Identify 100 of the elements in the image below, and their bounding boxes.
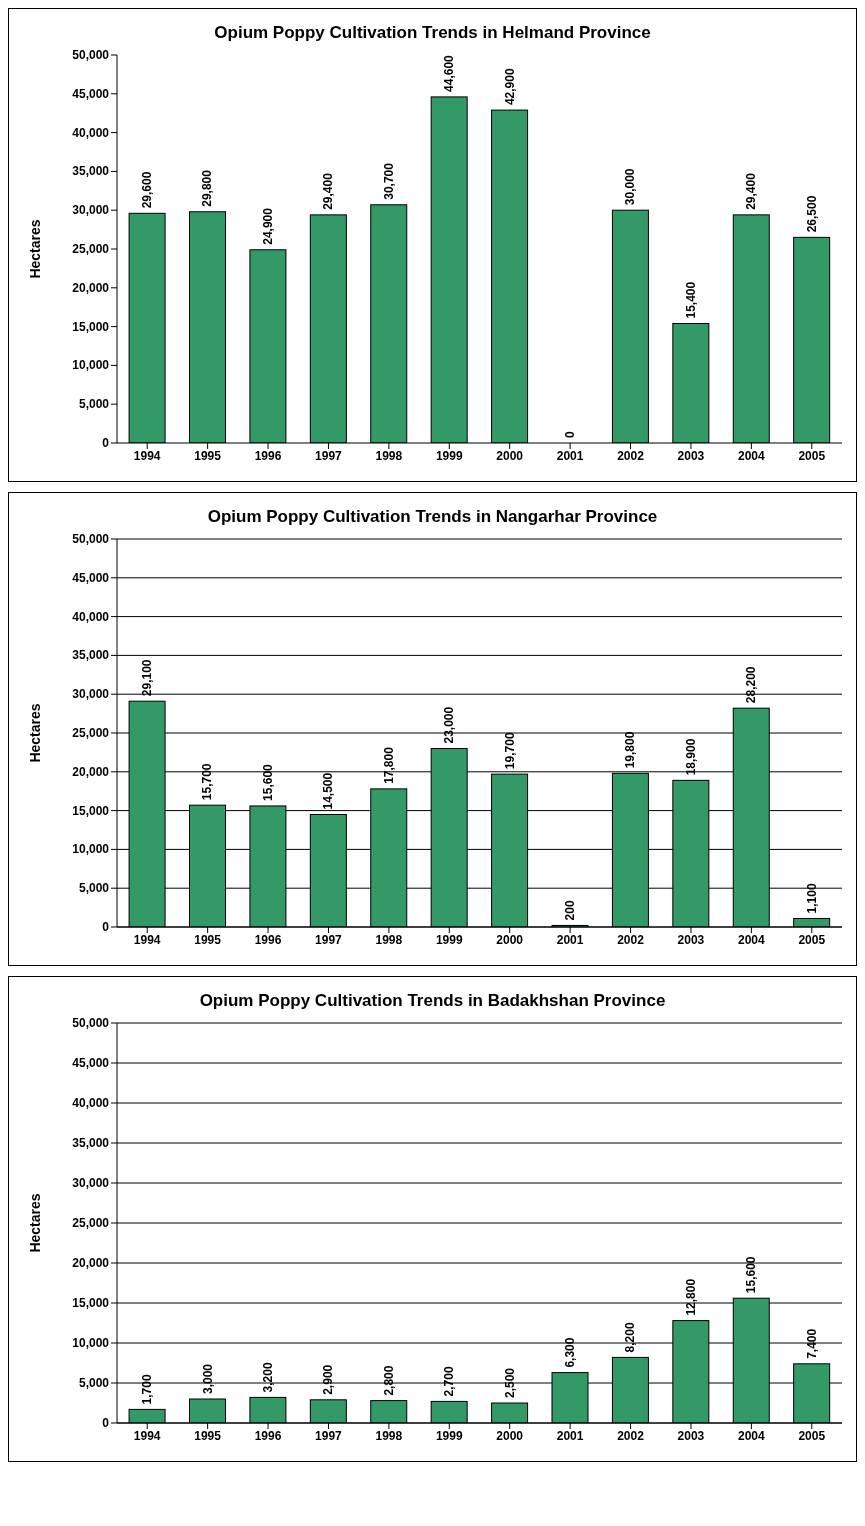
- y-axis-title: Hectares: [26, 703, 43, 763]
- chart-title: Opium Poppy Cultivation Trends in Nangarhar Province: [206, 506, 659, 527]
- y-axis-title: Hectares: [26, 1193, 43, 1253]
- x-tick-label: 1996: [254, 932, 282, 947]
- y-tick-label: 25,000: [72, 1216, 110, 1230]
- data-label: 23,000: [442, 706, 457, 744]
- data-label: 19,700: [502, 732, 517, 770]
- data-label: 3,000: [200, 1363, 215, 1394]
- chart-title: Opium Poppy Cultivation Trends in Badakhshan Province: [198, 990, 667, 1011]
- chart-title: Opium Poppy Cultivation Trends in Helmand Province: [213, 22, 652, 43]
- data-label: 24,900: [260, 207, 275, 245]
- y-tick-label: 15,000: [72, 319, 110, 334]
- data-label: 15,400: [683, 281, 698, 319]
- x-tick-label: 2005: [798, 448, 826, 463]
- y-tick-label: 40,000: [72, 1096, 110, 1110]
- x-tick-label: 2002: [617, 448, 645, 463]
- data-label: 7,400: [804, 1328, 819, 1359]
- x-tick-label: 2002: [617, 932, 645, 947]
- x-tick-label: 1998: [375, 448, 403, 463]
- x-tick-label: 2004: [738, 1428, 766, 1443]
- y-tick-label: 10,000: [72, 1336, 110, 1350]
- y-tick-label: 0: [102, 436, 110, 450]
- x-tick-label: 2002: [617, 1428, 645, 1443]
- data-label: 2,700: [442, 1366, 457, 1397]
- data-label: 12,800: [683, 1278, 698, 1316]
- data-label: 29,100: [140, 659, 155, 697]
- x-tick-label: 1999: [435, 1428, 463, 1443]
- y-tick-label: 5,000: [78, 881, 110, 896]
- data-label: 19,800: [623, 731, 638, 769]
- data-label: 15,700: [200, 763, 215, 801]
- y-tick-label: 0: [102, 920, 110, 934]
- y-tick-label: 30,000: [72, 687, 110, 702]
- data-label: 1,100: [804, 883, 819, 914]
- x-tick-label: 1998: [375, 1428, 403, 1443]
- data-label: 2,900: [321, 1364, 336, 1395]
- y-tick-label: 35,000: [72, 648, 110, 663]
- data-label: 15,600: [260, 763, 275, 801]
- x-tick-label: 2003: [677, 1428, 705, 1443]
- y-axis-title: Hectares: [26, 219, 43, 279]
- x-tick-label: 2001: [556, 448, 584, 463]
- x-tick-label: 1999: [435, 932, 463, 947]
- y-tick-label: 40,000: [72, 125, 110, 140]
- x-tick-label: 2004: [738, 932, 766, 947]
- data-label: 29,800: [200, 169, 215, 207]
- x-tick-label: 2001: [556, 1428, 584, 1443]
- y-tick-label: 50,000: [72, 532, 110, 546]
- data-label: 29,400: [321, 172, 336, 210]
- y-tick-label: 40,000: [72, 609, 110, 624]
- data-label: 1,700: [140, 1374, 155, 1405]
- x-tick-label: 1997: [315, 1428, 343, 1443]
- y-tick-label: 15,000: [72, 803, 110, 818]
- x-tick-label: 2000: [496, 448, 524, 463]
- data-label: 8,200: [623, 1322, 638, 1353]
- y-tick-label: 45,000: [72, 86, 110, 101]
- y-tick-label: 50,000: [72, 1016, 110, 1030]
- data-label: 30,700: [381, 162, 396, 200]
- y-tick-label: 25,000: [72, 242, 110, 256]
- data-label: 2,500: [502, 1367, 517, 1398]
- x-tick-label: 2001: [556, 932, 584, 947]
- x-tick-label: 2005: [798, 932, 826, 947]
- y-tick-label: 50,000: [72, 48, 110, 62]
- y-tick-label: 30,000: [72, 203, 110, 218]
- y-tick-label: 20,000: [72, 764, 110, 779]
- data-label: 18,900: [683, 738, 698, 776]
- x-tick-label: 2000: [496, 932, 524, 947]
- y-tick-label: 5,000: [78, 1376, 110, 1390]
- data-label: 26,500: [804, 195, 819, 233]
- x-tick-label: 1996: [254, 448, 282, 463]
- x-tick-label: 2003: [677, 932, 705, 947]
- y-tick-label: 10,000: [72, 358, 110, 373]
- x-tick-label: 2005: [798, 1428, 826, 1443]
- y-tick-label: 15,000: [72, 1296, 110, 1310]
- x-tick-label: 1998: [375, 932, 403, 947]
- x-tick-label: 2004: [738, 448, 766, 463]
- y-tick-label: 25,000: [72, 726, 110, 740]
- y-tick-label: 10,000: [72, 842, 110, 857]
- x-tick-label: 1995: [194, 932, 222, 947]
- y-tick-label: 20,000: [72, 1256, 110, 1270]
- x-tick-label: 1994: [133, 1428, 161, 1443]
- data-label: 14,500: [321, 772, 336, 810]
- data-label: 17,800: [381, 746, 396, 784]
- x-tick-label: 1994: [133, 932, 161, 947]
- x-tick-label: 2000: [496, 1428, 524, 1443]
- data-label: 200: [563, 900, 577, 921]
- data-label: 2,800: [381, 1365, 396, 1396]
- y-tick-label: 35,000: [72, 1136, 110, 1150]
- data-label: 0: [563, 431, 577, 438]
- x-tick-label: 1995: [194, 1428, 222, 1443]
- y-tick-label: 45,000: [72, 1056, 110, 1070]
- data-label: 3,200: [260, 1362, 275, 1393]
- data-label: 6,300: [563, 1337, 577, 1368]
- y-tick-label: 5,000: [78, 397, 110, 412]
- x-tick-label: 1997: [315, 448, 343, 463]
- y-tick-label: 45,000: [72, 570, 110, 585]
- data-label: 30,000: [623, 168, 638, 206]
- data-label: 28,200: [744, 666, 759, 704]
- data-label: 15,600: [744, 1256, 759, 1294]
- data-label: 29,600: [140, 171, 155, 209]
- data-label: 29,400: [744, 172, 759, 210]
- y-tick-label: 0: [102, 1416, 110, 1430]
